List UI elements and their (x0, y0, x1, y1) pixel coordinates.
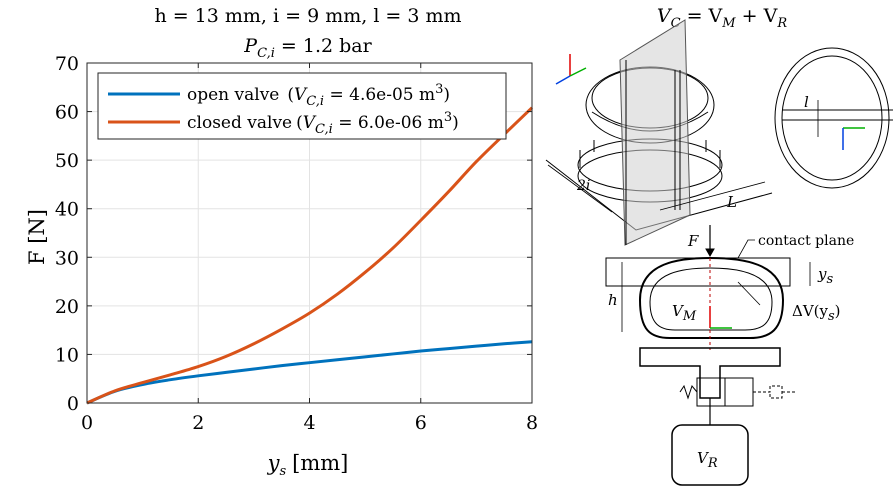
eq-plus-vr: + V (736, 5, 778, 27)
legend-open-vc-sub: C,i (306, 94, 324, 109)
iso-neck (593, 140, 707, 152)
membrane-outer (638, 256, 785, 339)
legend-closed-exp: 3 (444, 110, 452, 125)
chart-legend: open valve (VC,i = 4.6e-05 m3) closed val… (97, 72, 507, 140)
iso-axis-green (569, 67, 587, 77)
x-tick-label: 0 (81, 412, 93, 434)
iso-base-sides (579, 150, 721, 168)
dv-leader (737, 281, 761, 306)
legend-closed-paren: ( (296, 113, 303, 133)
eq-equals-vm: = V (681, 5, 723, 27)
series-line-closed-valve (86, 106, 534, 405)
y-tick-label: 40 (55, 199, 79, 221)
legend-label-open-valve: open valve (VC,i = 4.6e-05 m3) (187, 82, 450, 109)
legend-closed-value: = 6.0e-06 m (333, 113, 444, 133)
label-ys-main: y (817, 265, 827, 283)
legend-open-paren: ( (287, 85, 294, 105)
chart-series (86, 106, 534, 405)
title-p-value: = 1.2 bar (275, 35, 373, 57)
label-ys: ys (817, 265, 833, 287)
membrane-diagram: VC = VM + VR 2i L (545, 5, 893, 486)
top-view-inner (781, 55, 883, 181)
label-delta-v: ΔV(ys) (792, 302, 841, 324)
y-tick-label: 0 (67, 393, 79, 415)
iso-cut-lines (674, 70, 681, 210)
label-vm-sub: M (682, 309, 697, 324)
eq-vc-sub: C (671, 16, 681, 31)
series-line-open-valve (86, 340, 533, 405)
label-dv-main: ΔV(y (792, 302, 829, 320)
label-ys-sub: s (826, 272, 833, 287)
label-F: F (687, 232, 699, 250)
membrane-base (639, 347, 781, 399)
x-tick-label: 4 (303, 412, 315, 434)
x-tick-label: 6 (415, 412, 427, 434)
eq-vm-sub: M (721, 16, 736, 31)
legend-closed-close: ) (452, 113, 459, 133)
label-l: l (804, 93, 809, 111)
label-vm: VM (672, 302, 697, 324)
force-arrowhead (705, 248, 715, 258)
legend-closed-vc-sub: C,i (315, 122, 333, 137)
y-axis-label: F [N] (25, 209, 49, 265)
valve-spring (679, 384, 698, 400)
y-tick-label: 50 (55, 150, 79, 172)
label-vm-main: V (672, 302, 685, 320)
legend-closed-name: closed valve (187, 113, 292, 133)
eq-vr-sub: R (776, 16, 787, 31)
iso-axis-blue (555, 75, 571, 85)
isometric-membrane (545, 19, 773, 246)
label-2i: 2i (576, 178, 590, 194)
title-p-symbol: P (243, 35, 258, 57)
chart-title-line1: h = 13 mm, i = 9 mm, l = 3 mm (154, 5, 461, 27)
x-axis-subscript: s (279, 464, 286, 479)
legend-open-exp: 3 (435, 82, 443, 97)
volume-equation: VC = VM + VR (657, 5, 787, 31)
label-h: h (608, 291, 618, 309)
y-tick-label: 30 (55, 247, 79, 269)
contact-plane-box (605, 257, 791, 287)
iso-dim-2i (547, 164, 613, 213)
iso-dim-L (659, 181, 766, 211)
legend-open-name: open valve (187, 85, 279, 105)
top-view-outer (774, 47, 890, 189)
chart-title-line2: PC,i = 1.2 bar (243, 35, 372, 61)
x-axis-label: ys [mm] (267, 451, 349, 479)
contact-plane-leader (737, 239, 755, 259)
title-p-subscript: C,i (257, 46, 275, 61)
x-tick-label: 2 (192, 412, 204, 434)
membrane-inner (649, 267, 773, 331)
x-axis-unit: [mm] (292, 451, 348, 475)
valve-actuator (753, 385, 795, 399)
legend-open-close: ) (443, 85, 450, 105)
y-tick-label: 10 (55, 344, 79, 366)
cross-section (605, 225, 811, 486)
reservoir-vr (671, 424, 749, 486)
label-contact-plane: contact plane (758, 233, 854, 249)
top-view (774, 47, 893, 189)
legend-closed-vc: V (303, 113, 317, 133)
y-tick-label: 70 (55, 53, 79, 75)
x-tick-label: 8 (526, 412, 538, 434)
legend-label-closed-valve: closed valve (VC,i = 6.0e-06 m3) (187, 110, 459, 137)
legend-box (97, 72, 507, 140)
y-tick-label: 60 (55, 102, 79, 124)
iso-section-plane (619, 19, 691, 246)
label-L: L (726, 193, 737, 211)
y-tick-label: 20 (55, 296, 79, 318)
force-displacement-chart: h = 13 mm, i = 9 mm, l = 3 mm PC,i = 1.2… (25, 5, 538, 479)
label-dv-sub: s (828, 309, 835, 324)
x-axis-symbol: y (267, 451, 281, 475)
label-vr-sub: R (707, 456, 718, 471)
label-vr-main: V (697, 449, 710, 467)
label-vr: VR (697, 449, 718, 471)
label-dv-close: ) (835, 302, 841, 320)
eq-vc: V (657, 5, 673, 27)
iso-coordinate-axes (555, 54, 587, 85)
legend-open-vc: V (294, 85, 308, 105)
chart-ticks: 0 2 4 6 8 0 10 20 30 40 50 60 70 (55, 53, 538, 434)
legend-open-value: = 4.6e-05 m (324, 85, 435, 105)
